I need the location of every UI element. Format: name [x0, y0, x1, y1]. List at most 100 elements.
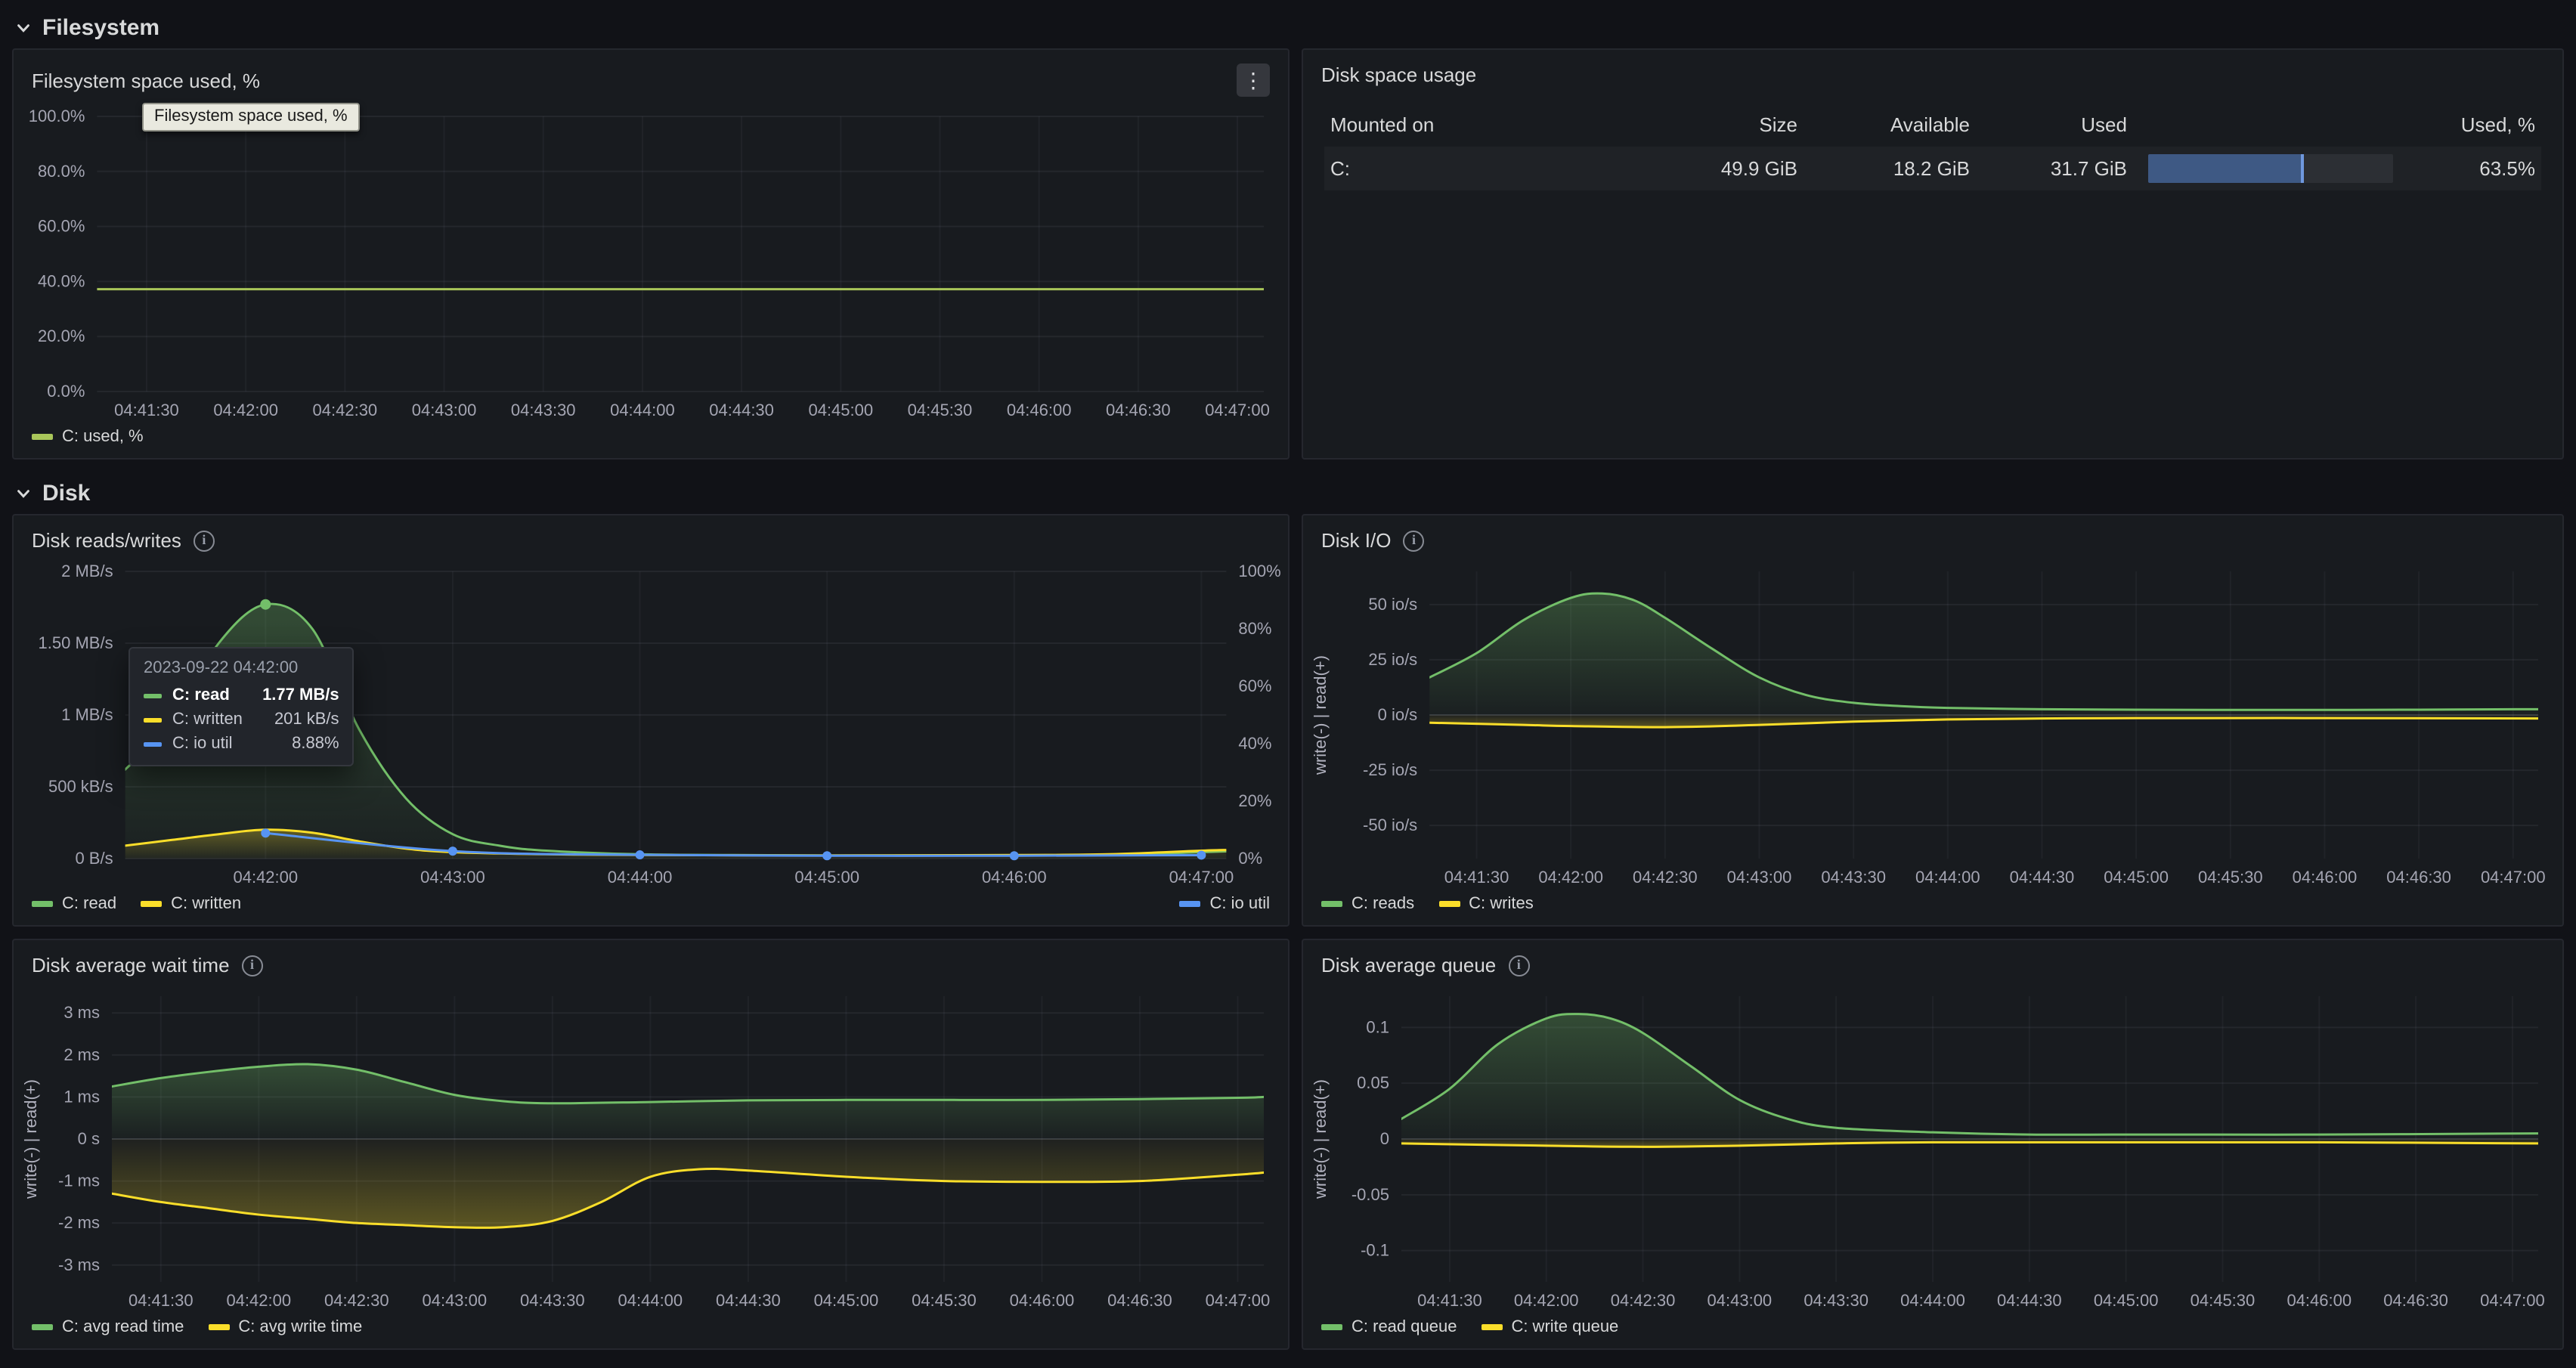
legend-item-c-read[interactable]: C: read [32, 895, 116, 913]
svg-text:04:42:00: 04:42:00 [233, 868, 298, 887]
svg-text:2 MB/s: 2 MB/s [61, 562, 113, 580]
info-icon[interactable]: i [1403, 530, 1425, 551]
svg-text:60.0%: 60.0% [38, 217, 85, 236]
panel-disk-reads-writes: Disk reads/writes i 04:42:00 04:43:00 04:4… [12, 514, 1290, 927]
svg-text:04:43:00: 04:43:00 [422, 1291, 487, 1310]
svg-text:04:42:00: 04:42:00 [213, 401, 278, 419]
panel-title[interactable]: Disk average wait time [32, 954, 230, 976]
chevron-down-icon [17, 24, 29, 32]
svg-text:04:45:00: 04:45:00 [808, 401, 873, 419]
svg-text:-0.1: -0.1 [1361, 1241, 1389, 1260]
legend-item-c-reads[interactable]: C: reads [1321, 895, 1414, 913]
info-icon[interactable]: i [1508, 955, 1530, 976]
svg-text:0 B/s: 0 B/s [75, 849, 113, 868]
svg-text:04:45:00: 04:45:00 [794, 868, 859, 887]
panel-header: Disk I/O i [1303, 515, 2562, 556]
svg-text:25 io/s: 25 io/s [1368, 650, 1417, 669]
section-header-filesystem[interactable]: Filesystem [0, 6, 2576, 48]
svg-text:04:47:00: 04:47:00 [1205, 401, 1270, 419]
legend-label: C: written [171, 895, 242, 913]
series-swatch [32, 1324, 53, 1330]
timeseries-chart-avg-queue[interactable]: 04:41:30 04:42:00 04:42:30 04:43:00 04:43:30… [1309, 981, 2556, 1315]
series-swatch [1481, 1324, 1503, 1330]
svg-text:04:46:00: 04:46:00 [982, 868, 1047, 887]
legend-item-c-io-util[interactable]: C: io util [1179, 895, 1270, 913]
table-row[interactable]: C: 49.9 GiB 18.2 GiB 31.7 GiB 63.5% [1324, 147, 2541, 190]
svg-text:-1 ms: -1 ms [58, 1171, 100, 1190]
panel-menu-button[interactable]: ⋮ [1237, 63, 1270, 97]
col-header-used-pct[interactable]: Used, % [2460, 113, 2535, 136]
series-swatch [1179, 901, 1201, 907]
info-icon[interactable]: i [241, 955, 263, 976]
panel-disk-average-queue: Disk average queue i 04:41:30 04:42:00 04:… [1302, 939, 2564, 1350]
tooltip-series-value: 8.88% [292, 735, 339, 753]
legend-item-avg-write-time[interactable]: C: avg write time [208, 1318, 362, 1336]
series-swatch [144, 741, 162, 746]
legend-item-avg-read-time[interactable]: C: avg read time [32, 1318, 184, 1336]
col-header-size[interactable]: Size [1759, 113, 1797, 136]
kebab-icon: ⋮ [1243, 68, 1264, 92]
panel-title[interactable]: Disk space usage [1321, 63, 1477, 86]
svg-text:0 io/s: 0 io/s [1378, 705, 1418, 724]
svg-text:04:44:00: 04:44:00 [608, 868, 673, 887]
info-icon[interactable]: i [193, 530, 215, 551]
svg-text:04:46:00: 04:46:00 [2287, 1291, 2352, 1310]
svg-text:04:47:00: 04:47:00 [2480, 1291, 2545, 1310]
series-swatch [141, 901, 163, 907]
svg-text:04:46:30: 04:46:30 [2386, 868, 2451, 887]
svg-text:40.0%: 40.0% [38, 271, 85, 290]
series-swatch [144, 693, 162, 698]
timeseries-chart-reads-writes[interactable]: 04:42:00 04:43:00 04:44:00 04:45:00 04:46:00… [20, 556, 1282, 892]
series-swatch [1438, 901, 1460, 907]
svg-text:0 s: 0 s [78, 1129, 100, 1148]
legend-label: C: reads [1351, 895, 1415, 913]
col-header-available[interactable]: Available [1890, 113, 1970, 136]
col-header-mounted-on[interactable]: Mounted on [1330, 113, 1435, 136]
panel-title[interactable]: Disk I/O [1321, 529, 1392, 552]
svg-text:80%: 80% [1238, 619, 1271, 638]
timeseries-chart-disk-io[interactable]: 04:41:30 04:42:00 04:42:30 04:43:00 04:43:30… [1309, 556, 2556, 892]
svg-text:50 io/s: 50 io/s [1368, 595, 1417, 614]
svg-text:04:46:00: 04:46:00 [2293, 868, 2358, 887]
col-header-used[interactable]: Used [2081, 113, 2127, 136]
chart-legend: C: avg read time C: avg write time [14, 1315, 1288, 1348]
panel-header: Disk average wait time i [14, 940, 1288, 981]
legend-label: C: read queue [1351, 1318, 1457, 1336]
table-header-row: Mounted on Size Available Used Used, % [1324, 103, 2541, 147]
panel-filesystem-space-used: Filesystem space used, % ⋮ 04:41:30 04:42… [12, 48, 1290, 460]
series-swatch [1321, 901, 1342, 907]
legend-item-c-writes[interactable]: C: writes [1438, 895, 1534, 913]
timeseries-chart-avg-wait[interactable]: 04:41:30 04:42:00 04:42:30 04:43:00 04:43:30… [20, 981, 1282, 1315]
svg-text:1 MB/s: 1 MB/s [61, 705, 113, 724]
svg-text:04:42:30: 04:42:30 [313, 401, 378, 419]
section-header-disk[interactable]: Disk [0, 472, 2576, 514]
svg-text:04:47:00: 04:47:00 [1206, 1291, 1271, 1310]
section-title: Disk [42, 481, 91, 506]
svg-text:20.0%: 20.0% [38, 327, 85, 345]
timeseries-chart-filesystem-used[interactable]: 04:41:30 04:42:00 04:42:30 04:43:00 04:43:30… [20, 101, 1282, 425]
cell-size: 49.9 GiB [1720, 157, 1797, 180]
series-swatch [208, 1324, 230, 1330]
legend-item-write-queue[interactable]: C: write queue [1481, 1318, 1618, 1336]
legend-item-c-written[interactable]: C: written [141, 895, 241, 913]
svg-text:04:45:00: 04:45:00 [814, 1291, 879, 1310]
svg-text:04:42:00: 04:42:00 [1514, 1291, 1579, 1310]
panel-header: Filesystem space used, % ⋮ [14, 50, 1288, 101]
legend-item-c-used[interactable]: C: used, % [32, 428, 144, 446]
legend-item-read-queue[interactable]: C: read queue [1321, 1318, 1457, 1336]
panel-title[interactable]: Disk average queue [1321, 954, 1497, 976]
svg-text:04:43:30: 04:43:30 [1804, 1291, 1869, 1310]
svg-text:0: 0 [1380, 1129, 1389, 1148]
tooltip-row-io-util: C: io util 8.88% [144, 735, 339, 753]
svg-text:04:42:00: 04:42:00 [226, 1291, 291, 1310]
tooltip-row-read: C: read 1.77 MB/s [144, 686, 339, 704]
panel-title[interactable]: Disk reads/writes [32, 529, 181, 552]
svg-text:04:43:00: 04:43:00 [1727, 868, 1792, 887]
chevron-down-icon [17, 490, 29, 498]
svg-text:04:43:00: 04:43:00 [420, 868, 485, 887]
svg-text:40%: 40% [1238, 734, 1271, 753]
svg-text:04:42:00: 04:42:00 [1538, 868, 1603, 887]
chart-legend: C: used, % [14, 425, 1288, 458]
svg-text:04:45:30: 04:45:30 [2198, 868, 2263, 887]
panel-title[interactable]: Filesystem space used, % [32, 69, 261, 91]
